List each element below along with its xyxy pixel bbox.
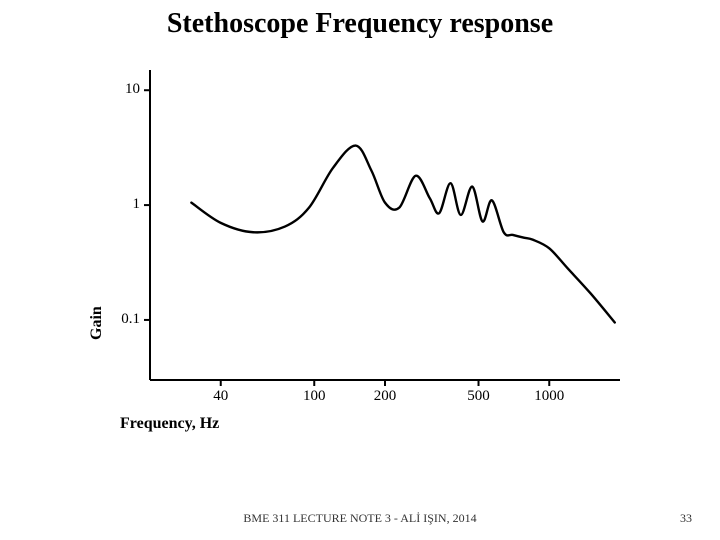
page-number: 33 <box>680 511 692 526</box>
x-tick-label: 500 <box>459 388 499 405</box>
y-axis-label: Gain <box>88 306 106 340</box>
slide: Stethoscope Frequency response Gain Freq… <box>0 0 720 540</box>
y-tick-label: 10 <box>125 81 140 98</box>
frequency-response-chart <box>0 0 720 540</box>
chart-svg <box>0 0 720 540</box>
x-axis-label: Frequency, Hz <box>120 415 219 433</box>
x-tick-label: 200 <box>365 388 405 405</box>
y-tick-label: 0.1 <box>121 311 140 328</box>
x-tick-label: 1000 <box>529 388 569 405</box>
x-tick-label: 40 <box>201 388 241 405</box>
footer-text: BME 311 LECTURE NOTE 3 - ALİ IŞIN, 2014 <box>0 511 720 526</box>
y-tick-label: 1 <box>133 196 141 213</box>
x-tick-label: 100 <box>294 388 334 405</box>
